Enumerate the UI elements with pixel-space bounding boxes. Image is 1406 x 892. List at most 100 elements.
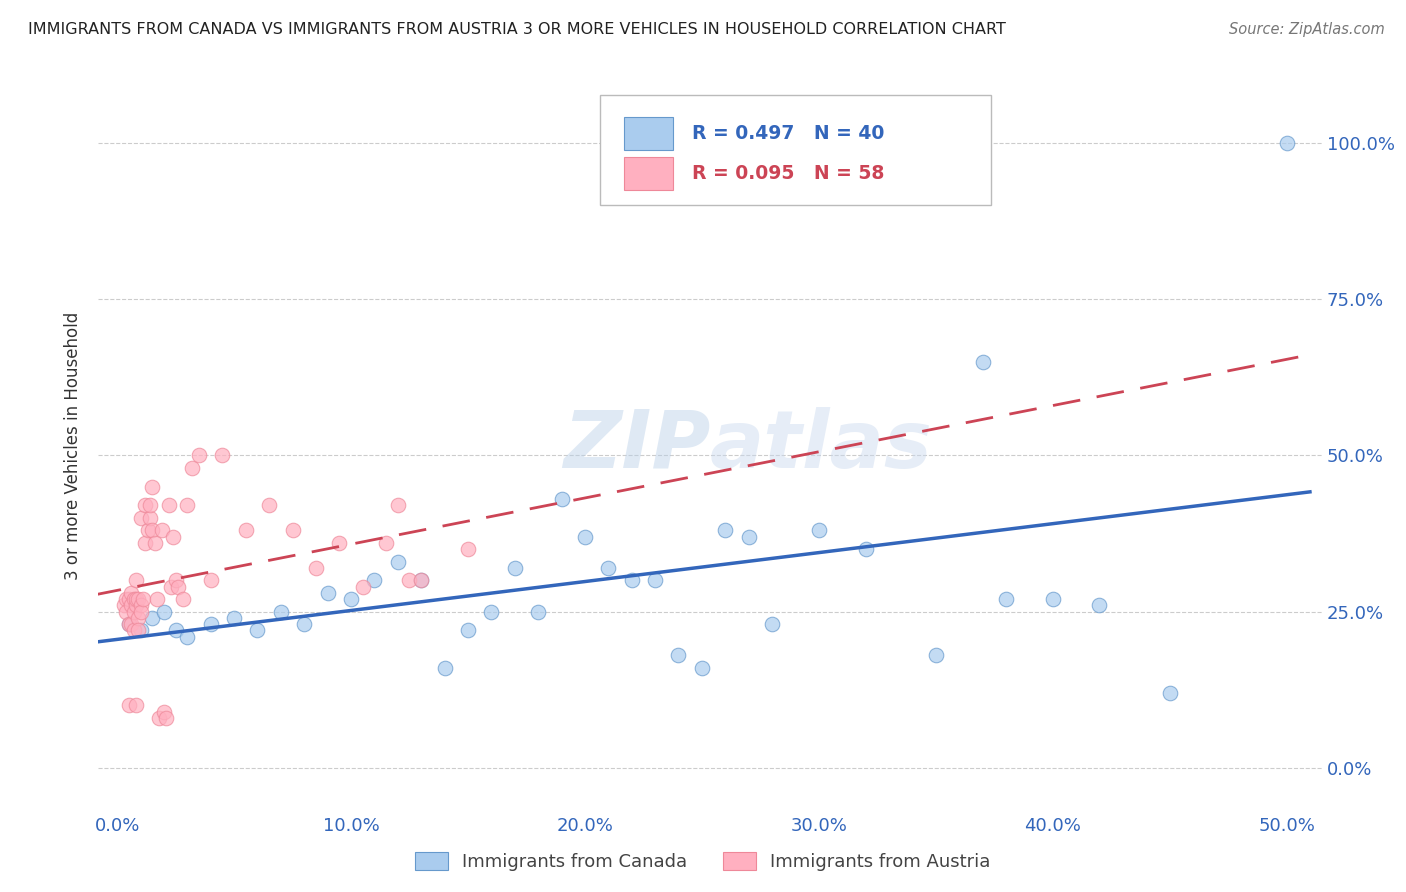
Point <box>200 574 222 588</box>
Point <box>115 605 138 619</box>
Point <box>120 599 142 613</box>
Point <box>112 599 135 613</box>
FancyBboxPatch shape <box>600 95 991 204</box>
Point <box>316 586 339 600</box>
Text: Source: ZipAtlas.com: Source: ZipAtlas.com <box>1229 22 1385 37</box>
FancyBboxPatch shape <box>624 157 673 190</box>
Point <box>433 661 456 675</box>
Point <box>129 605 152 619</box>
Point <box>127 624 149 638</box>
Point <box>143 536 166 550</box>
Point <box>120 586 142 600</box>
Point <box>387 499 409 513</box>
Point <box>1275 136 1298 150</box>
Point <box>328 536 350 550</box>
Text: atlas: atlas <box>710 407 932 485</box>
Point <box>644 574 666 588</box>
Point <box>129 599 152 613</box>
Point <box>1042 592 1064 607</box>
Point <box>176 630 198 644</box>
Point <box>222 611 245 625</box>
Point <box>139 499 162 513</box>
Point <box>118 592 141 607</box>
Point <box>761 617 783 632</box>
Point <box>200 617 222 632</box>
Point <box>132 592 155 607</box>
Point <box>165 624 187 638</box>
Point <box>246 624 269 638</box>
Point <box>411 574 433 588</box>
Point <box>129 624 152 638</box>
Point <box>134 499 156 513</box>
Point <box>127 611 149 625</box>
Point <box>120 617 142 632</box>
Point <box>994 592 1017 607</box>
Point <box>235 524 257 538</box>
Point <box>118 698 141 713</box>
Point <box>125 599 148 613</box>
Point <box>257 499 280 513</box>
FancyBboxPatch shape <box>624 117 673 150</box>
Point <box>281 524 304 538</box>
Point <box>292 617 315 632</box>
Point <box>457 542 479 557</box>
Point <box>598 561 620 575</box>
Point <box>118 617 141 632</box>
Point <box>398 574 420 588</box>
Point <box>387 555 409 569</box>
Point <box>167 580 190 594</box>
Point <box>340 592 363 607</box>
Point <box>155 711 177 725</box>
Point <box>153 705 176 719</box>
Point <box>714 524 737 538</box>
Y-axis label: 3 or more Vehicles in Household: 3 or more Vehicles in Household <box>65 312 83 580</box>
Point <box>118 617 141 632</box>
Point <box>125 574 148 588</box>
Point <box>574 530 596 544</box>
Point <box>503 561 526 575</box>
Point <box>129 511 152 525</box>
Text: R = 0.497   N = 40: R = 0.497 N = 40 <box>692 124 884 144</box>
Point <box>150 524 173 538</box>
Point <box>165 574 187 588</box>
Point <box>737 530 759 544</box>
Point <box>411 574 433 588</box>
Text: IMMIGRANTS FROM CANADA VS IMMIGRANTS FROM AUSTRIA 3 OR MORE VEHICLES IN HOUSEHOL: IMMIGRANTS FROM CANADA VS IMMIGRANTS FRO… <box>28 22 1007 37</box>
Point <box>375 536 398 550</box>
Point <box>141 524 163 538</box>
Point <box>479 605 502 619</box>
Point <box>363 574 385 588</box>
Point <box>141 611 163 625</box>
Point <box>146 592 169 607</box>
Point <box>127 592 149 607</box>
Point <box>115 592 138 607</box>
Point <box>139 511 162 525</box>
Point <box>134 536 156 550</box>
Point <box>550 492 572 507</box>
Point <box>125 698 148 713</box>
Point <box>176 499 198 513</box>
Point <box>211 449 233 463</box>
Point <box>160 580 183 594</box>
Point <box>125 592 148 607</box>
Point <box>668 648 690 663</box>
Point <box>122 605 145 619</box>
Point <box>141 480 163 494</box>
Point <box>925 648 948 663</box>
Point <box>188 449 211 463</box>
Point <box>1159 686 1181 700</box>
Point <box>457 624 479 638</box>
Point <box>136 524 159 538</box>
Legend: Immigrants from Canada, Immigrants from Austria: Immigrants from Canada, Immigrants from … <box>408 845 998 879</box>
Text: R = 0.095   N = 58: R = 0.095 N = 58 <box>692 164 884 184</box>
Point <box>527 605 550 619</box>
Point <box>972 354 994 368</box>
Point <box>807 524 830 538</box>
Point <box>122 624 145 638</box>
Point <box>1088 599 1111 613</box>
Point <box>157 499 180 513</box>
Text: ZIP: ZIP <box>562 407 710 485</box>
Point <box>162 530 184 544</box>
Point <box>172 592 194 607</box>
Point <box>305 561 328 575</box>
